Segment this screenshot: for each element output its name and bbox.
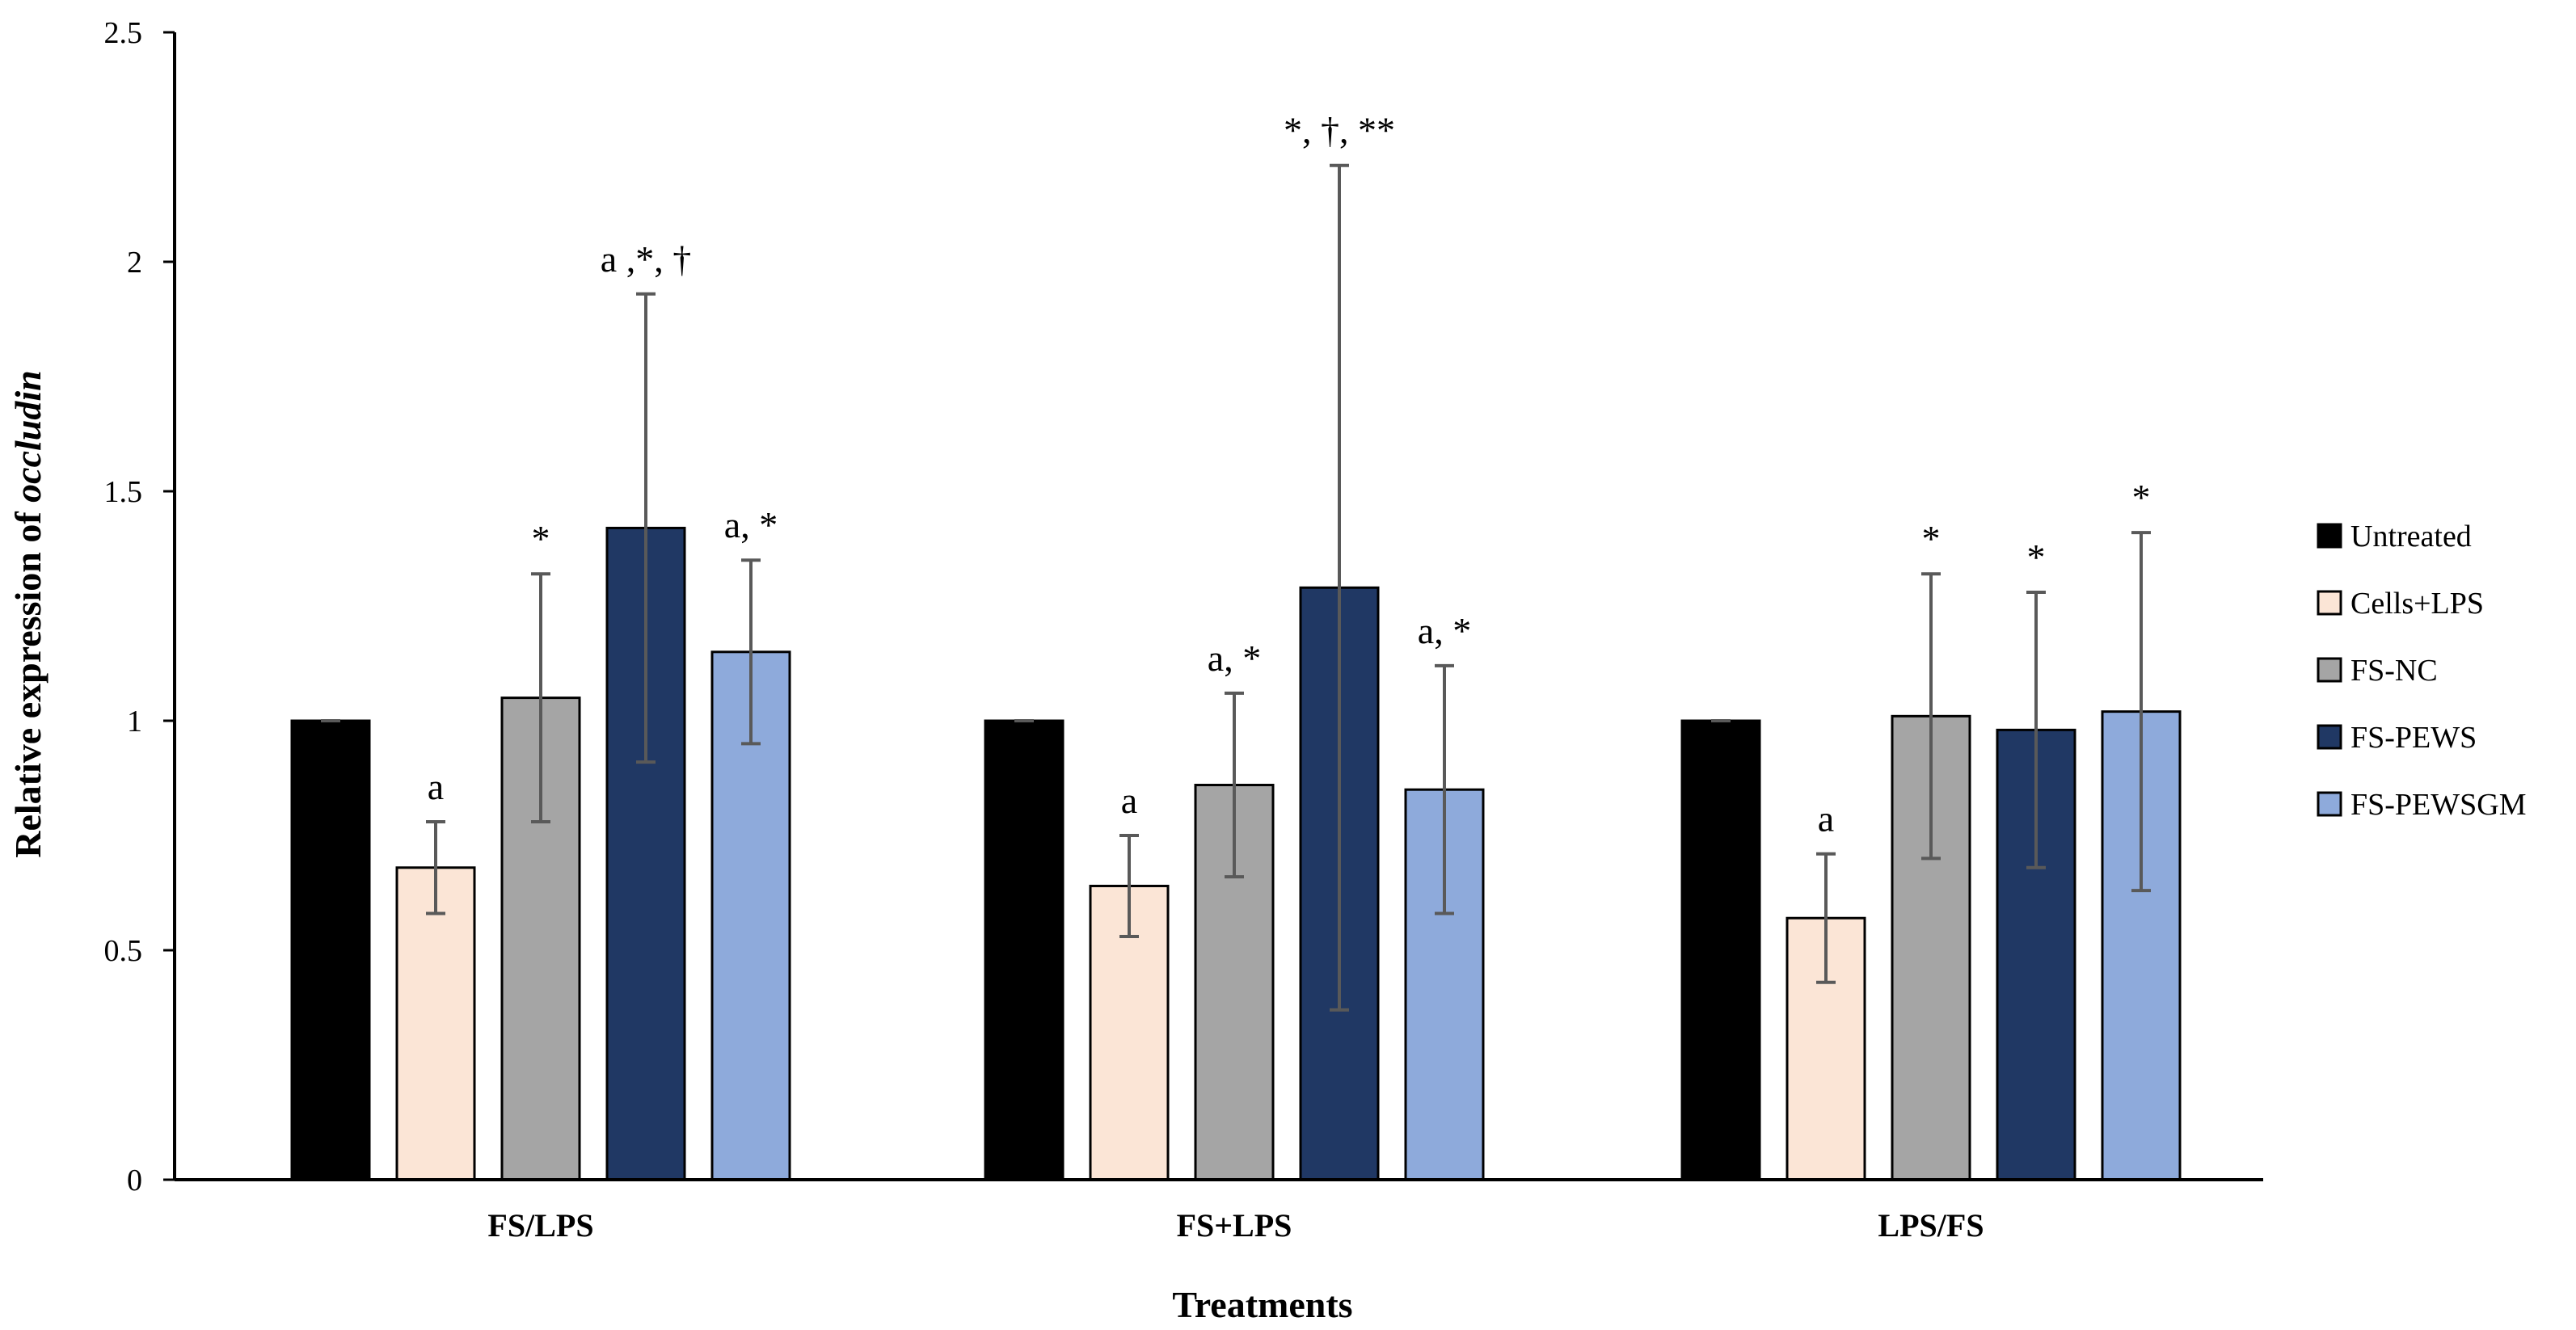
bar-untreated — [984, 719, 1065, 1181]
y-tick-label: 2 — [127, 246, 142, 280]
significance-label: * — [2027, 537, 2046, 578]
significance-label: *, †, ** — [1284, 110, 1395, 151]
bar-cells-lps — [395, 866, 476, 1181]
legend-label: FS-PEWSGM — [2350, 788, 2527, 822]
y-tick-label: 2.5 — [104, 16, 143, 50]
category-label: FS/LPS — [487, 1207, 593, 1244]
y-axis-title-prefix: Relative expression of — [7, 503, 48, 858]
significance-label: * — [532, 518, 550, 559]
significance-labels-layer: a * a ,*, † a, * a a, * *, †, ** a, * a * * * — [428, 110, 2151, 840]
category-label: FS+LPS — [1177, 1207, 1292, 1244]
legend: Untreated Cells+LPS FS-NC FS-PEWS FS-PEWSGM — [2317, 520, 2527, 822]
x-axis-title: Treatments — [1172, 1284, 1352, 1325]
bar-untreated — [290, 719, 371, 1181]
category-label: LPS/FS — [1878, 1207, 1984, 1244]
y-tick-label: 0 — [127, 1164, 142, 1197]
y-tick-label: 1 — [127, 705, 142, 739]
y-axis-title-italic: occludin — [7, 370, 48, 503]
significance-label: a — [1818, 798, 1834, 840]
significance-label: a — [1121, 780, 1137, 821]
y-tick-label: 1.5 — [104, 475, 143, 509]
legend-label: FS-PEWS — [2350, 721, 2477, 755]
y-ticks-layer: 0 0.5 1 1.5 2 2.5 — [104, 16, 175, 1197]
bar-fs-pews — [605, 526, 686, 1181]
legend-label: FS-NC — [2350, 654, 2438, 688]
legend-swatch-fs-pews — [2317, 724, 2342, 750]
significance-label: a — [428, 766, 444, 807]
legend-swatch-fs-pewsgm — [2317, 791, 2342, 817]
legend-label: Untreated — [2350, 520, 2472, 553]
y-axis-title: Relative expression of occludin — [7, 370, 48, 857]
bar-untreated — [1680, 719, 1761, 1181]
legend-swatch-fs-nc — [2317, 657, 2342, 683]
legend-swatch-untreated — [2317, 523, 2342, 549]
significance-label: a, * — [724, 504, 778, 545]
category-labels-layer: FS/LPS FS+LPS LPS/FS — [487, 1207, 1984, 1244]
significance-label: a ,*, † — [601, 238, 691, 280]
legend-label: Cells+LPS — [2350, 587, 2484, 621]
significance-label: a, * — [1418, 610, 1471, 651]
significance-label: * — [2132, 477, 2151, 518]
y-tick-label: 0.5 — [104, 934, 143, 968]
legend-swatch-cells-lps — [2317, 590, 2342, 616]
significance-label: * — [1922, 518, 1941, 559]
axes-layer — [173, 32, 2263, 1181]
error-bars-layer — [321, 163, 2151, 1012]
significance-label: a, * — [1208, 638, 1261, 679]
